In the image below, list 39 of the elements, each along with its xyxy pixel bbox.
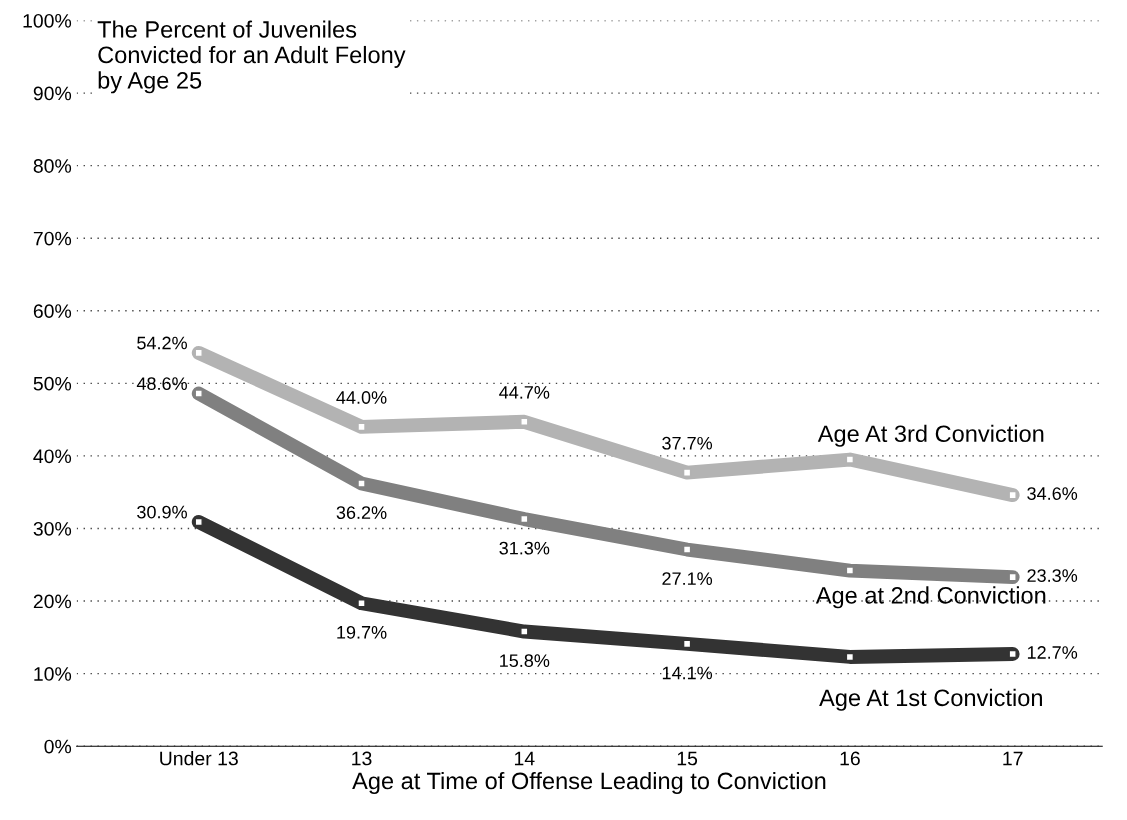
y-tick-label: 40%: [33, 449, 72, 464]
data-label: 15.8%: [500, 654, 550, 668]
x-tick-label: Under 13: [160, 751, 238, 766]
text: The Percent of Juveniles Convicted for an Adult Felony by Age 25: [97, 20, 406, 94]
data-label: 36.2%: [336, 506, 387, 519]
y-tick-label: 100%: [23, 13, 72, 28]
data-label: 54.2%: [137, 336, 187, 350]
series-label: Age At 1st Conviction: [819, 688, 1042, 711]
point: [357, 479, 366, 488]
y-tick-label: 30%: [33, 521, 72, 536]
data-label: 34.6%: [1027, 487, 1078, 500]
data-label: 31.3%: [499, 541, 550, 555]
data-label: 37.7%: [662, 436, 713, 450]
y-tick-label: 60%: [33, 304, 72, 319]
x-tick-label: 13: [352, 751, 372, 766]
data-label: 23.3%: [1027, 569, 1078, 582]
y-tick-label: 80%: [33, 159, 72, 173]
y-tick-label: 10%: [34, 667, 72, 681]
data-label: 44.7%: [499, 386, 550, 399]
data-label: 19.7%: [337, 625, 387, 639]
point: [520, 627, 529, 636]
y-tick-label: 70%: [33, 231, 72, 246]
y-tick-label: 90%: [33, 86, 72, 101]
series-label: Age At 3rd Conviction: [817, 424, 1044, 447]
data-label: 12.7%: [1027, 646, 1078, 659]
data-label: 27.1%: [662, 572, 713, 585]
y-tick-label: 50%: [33, 376, 72, 391]
x-tick-label: 15: [677, 751, 698, 766]
data-label: 30.9%: [137, 505, 187, 519]
x-axis-title: Age at Time of Offense Leading to Conviction: [352, 771, 826, 794]
data-label: 44.0%: [336, 391, 387, 404]
x-tick-label: 17: [1003, 751, 1023, 766]
y-tick-label: 20%: [33, 594, 72, 609]
data-label: 48.6%: [136, 377, 187, 391]
series-label: Age at 2nd Conviction: [815, 586, 1046, 609]
x-tick-label: 14: [514, 751, 535, 766]
y-tick-label: 0%: [44, 739, 72, 754]
data-label: 14.1%: [662, 666, 713, 680]
x-tick-label: 16: [840, 751, 860, 766]
